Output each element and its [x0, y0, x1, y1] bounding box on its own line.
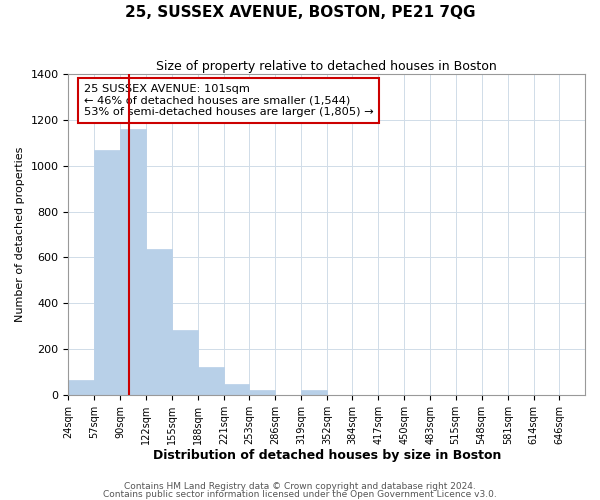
X-axis label: Distribution of detached houses by size in Boston: Distribution of detached houses by size …: [152, 450, 501, 462]
Bar: [68, 380, 94, 395]
Bar: [249, 390, 275, 395]
Bar: [301, 390, 327, 395]
Text: Contains public sector information licensed under the Open Government Licence v3: Contains public sector information licen…: [103, 490, 497, 499]
Bar: [198, 368, 224, 395]
Bar: [172, 330, 198, 395]
Text: 25, SUSSEX AVENUE, BOSTON, PE21 7QG: 25, SUSSEX AVENUE, BOSTON, PE21 7QG: [125, 5, 475, 20]
Y-axis label: Number of detached properties: Number of detached properties: [15, 147, 25, 322]
Text: 25 SUSSEX AVENUE: 101sqm
← 46% of detached houses are smaller (1,544)
53% of sem: 25 SUSSEX AVENUE: 101sqm ← 46% of detach…: [84, 84, 374, 117]
Bar: [121, 129, 146, 395]
Text: Contains HM Land Registry data © Crown copyright and database right 2024.: Contains HM Land Registry data © Crown c…: [124, 482, 476, 491]
Bar: [94, 150, 121, 395]
Title: Size of property relative to detached houses in Boston: Size of property relative to detached ho…: [157, 60, 497, 73]
Bar: [146, 250, 172, 395]
Bar: [224, 384, 249, 395]
